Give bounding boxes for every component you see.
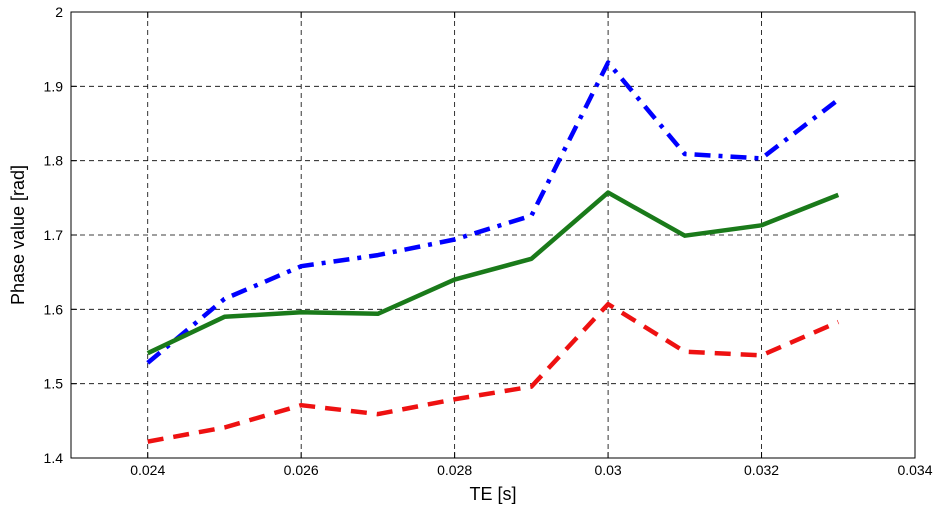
x-tick-label: 0.032 (744, 462, 779, 478)
series-line-1 (146, 60, 840, 365)
y-tick-label: 1.4 (44, 450, 64, 466)
y-tick-label: 1.6 (44, 301, 64, 317)
x-tick-label: 0.028 (437, 462, 472, 478)
y-tick-label: 1.8 (44, 153, 64, 169)
y-axis-label: Phase value [rad] (8, 165, 28, 305)
x-tick-label: 0.026 (284, 462, 319, 478)
x-tick-label: 0.034 (897, 462, 932, 478)
y-tick-label: 1.9 (44, 78, 64, 94)
x-tick-label: 0.03 (594, 462, 621, 478)
y-tick-label: 1.5 (44, 376, 64, 392)
x-tick-label: 0.024 (130, 462, 165, 478)
x-axis: 0.024 0.026 0.028 0.03 0.032 0.034 (130, 12, 933, 478)
series-line-3 (147, 301, 840, 444)
y-tick-label: 1.7 (44, 227, 64, 243)
x-axis-label: TE [s] (469, 484, 516, 504)
y-axis: 1.4 1.5 1.6 1.7 1.8 1.9 2 (44, 4, 915, 466)
series-lines (146, 60, 840, 444)
series-line-2 (146, 190, 840, 356)
y-tick-label: 2 (55, 4, 63, 20)
